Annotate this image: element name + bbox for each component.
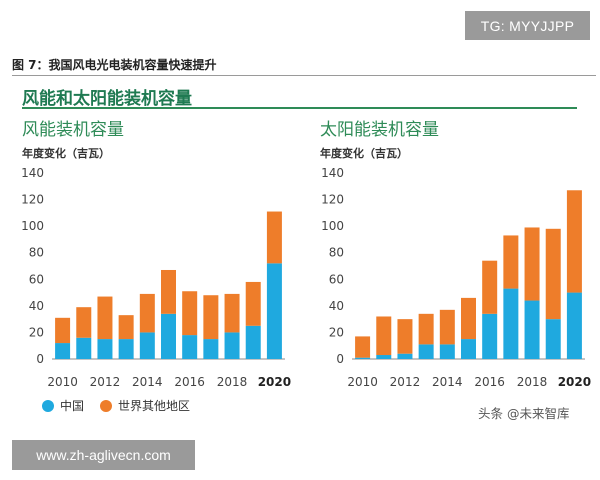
solar-bar-china-2013 [418,344,434,359]
wind-y-tick-label: 80 [29,246,44,260]
wind-bar-rest-of-world-2014 [139,293,155,333]
section-title: 风能和太阳能装机容量 [22,89,192,109]
solar-bar-china-2017 [503,288,519,359]
solar-bar-china-2016 [482,313,498,359]
wind-bar-china-2013 [118,339,134,359]
wind-bar-rest-of-world-2017 [203,295,219,340]
solar-x-tick-label: 2014 [432,375,463,389]
wind-bar-china-2012 [97,339,113,359]
solar-bar-china-2010 [355,357,371,359]
solar-bar-china-2020 [566,292,582,359]
wind-bar-rest-of-world-2011 [76,307,92,338]
solar-y-tick-label: 140 [321,166,344,180]
solar-bar-rest-of-world-2019 [545,228,561,320]
wind-bar-rest-of-world-2018 [224,293,240,333]
wind-bar-rest-of-world-2012 [97,296,113,340]
solar-y-tick-label: 60 [329,272,344,286]
wind-capacity-chart: 0 20 40 60 80 100 120 140 2010 2012 2014 2016 2018 20… [21,166,291,389]
solar-bar-china-2018 [524,300,540,359]
wind-x-tick-label: 2010 [47,375,78,389]
solar-x-tick-label: 2020 [558,375,591,389]
wind-bar-china-2010 [55,343,71,359]
solar-bar-rest-of-world-2013 [418,313,434,345]
solar-x-tick-label: 2018 [517,375,548,389]
wind-y-tick-label: 20 [29,325,44,339]
solar-capacity-chart: 0 20 40 60 80 100 120 140 2010 2012 2014 2016 2018 20… [321,166,591,389]
wind-x-tick-label: 2020 [258,375,291,389]
legend-china-dot-icon [42,399,54,412]
solar-bar-rest-of-world-2018 [524,227,540,301]
solar-bar-rest-of-world-2017 [503,235,519,289]
wind-x-tick-label: 2018 [217,375,248,389]
figure-caption: 图 7：我国风电光电装机容量快速提升 [12,58,217,72]
url-badge: www.zh-aglivecn.com [12,440,195,470]
solar-bar-rest-of-world-2016 [482,260,498,314]
wind-x-tick-label: 2016 [174,375,205,389]
solar-y-tick-label: 40 [329,299,344,313]
wind-chart-title: 风能装机容量 [22,120,124,140]
solar-y-tick-label: 120 [321,193,344,207]
legend-china-label: 中国 [60,399,85,413]
wind-bar-china-2018 [224,332,240,359]
wind-bar-rest-of-world-2015 [161,269,176,314]
wind-y-tick-label: 60 [29,272,44,286]
watermark-text: 头条 @未来智库 [478,406,570,421]
solar-bar-rest-of-world-2014 [439,309,455,345]
solar-y-unit-label: 年度变化（吉瓦） [320,147,408,160]
wind-bar-rest-of-world-2013 [118,315,134,340]
wind-bar-china-2019 [245,325,261,359]
solar-bar-rest-of-world-2012 [397,319,413,354]
solar-bar-china-2011 [376,355,392,359]
wind-y-tick-label: 140 [21,166,44,180]
wind-bar-rest-of-world-2016 [182,291,198,336]
solar-bar-china-2019 [545,319,561,359]
solar-chart-title: 太阳能装机容量 [320,120,439,140]
solar-x-tick-label: 2010 [347,375,378,389]
solar-bar-rest-of-world-2011 [376,316,392,356]
solar-x-tick-label: 2012 [390,375,421,389]
solar-y-tick-label: 100 [321,219,344,233]
wind-bar-rest-of-world-2010 [55,317,71,344]
wind-bar-china-2020 [266,263,282,359]
solar-bar-rest-of-world-2020 [566,190,582,293]
chart-legend: 中国 世界其他地区 [42,397,206,414]
wind-x-tick-label: 2012 [90,375,121,389]
solar-bar-rest-of-world-2015 [461,297,476,340]
wind-y-tick-label: 40 [29,299,44,313]
wind-y-tick-label: 120 [21,193,44,207]
legend-rest-of-world-label: 世界其他地区 [118,399,191,413]
wind-bar-china-2015 [161,313,176,359]
wind-bar-china-2014 [139,332,155,359]
legend-item-china: 中国 [42,397,84,414]
solar-bar-china-2015 [461,339,476,359]
solar-x-tick-label: 2016 [474,375,505,389]
solar-bar-rest-of-world-2010 [355,336,371,358]
caption-rule [12,75,596,76]
solar-y-tick-label: 80 [329,246,344,260]
wind-bar-china-2011 [76,337,92,359]
wind-bar-rest-of-world-2019 [245,281,261,326]
legend-rest-of-world-dot-icon [100,399,113,412]
solar-bar-china-2012 [397,353,413,359]
wind-y-tick-label: 0 [36,352,44,366]
wind-y-unit-label: 年度变化（吉瓦） [22,147,110,160]
wind-bar-rest-of-world-2020 [266,211,282,264]
wind-y-tick-label: 100 [21,219,44,233]
solar-y-tick-label: 0 [336,352,344,366]
wind-bar-china-2017 [203,339,219,359]
solar-bar-china-2014 [439,344,455,359]
legend-item-rest-of-world: 世界其他地区 [100,397,190,414]
section-rule [22,107,577,109]
tg-badge: TG: MYYJJPP [465,11,590,40]
wind-x-tick-label: 2014 [132,375,163,389]
solar-y-tick-label: 20 [329,325,344,339]
wind-bar-china-2016 [182,335,198,359]
